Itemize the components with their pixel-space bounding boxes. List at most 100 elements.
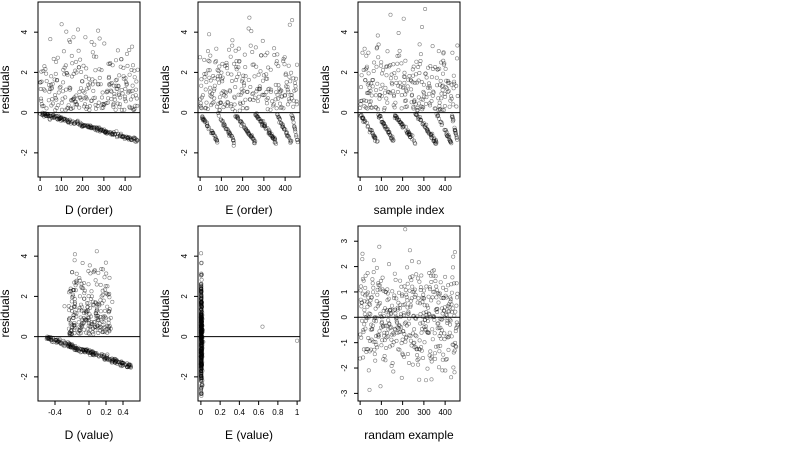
data-point [100, 90, 105, 95]
data-point [265, 107, 270, 112]
data-point [444, 356, 449, 361]
data-point [281, 106, 286, 111]
data-point [367, 81, 372, 86]
data-point [274, 61, 279, 66]
data-point [419, 330, 424, 335]
data-point [263, 53, 268, 58]
data-point [444, 287, 449, 292]
data-point [295, 137, 300, 142]
data-point [287, 135, 292, 140]
y-axis-title: residuals [158, 65, 172, 113]
data-point [55, 78, 60, 83]
data-point [207, 68, 212, 73]
data-point [289, 93, 294, 98]
data-point [415, 314, 420, 319]
y-tick-label: 0 [340, 110, 349, 115]
data-point [374, 342, 379, 347]
data-point [391, 94, 396, 99]
data-point [451, 254, 456, 259]
x-tick-label: 200 [76, 184, 90, 193]
x-tick-label: 300 [417, 408, 431, 417]
data-point [119, 88, 124, 93]
data-point [361, 98, 366, 103]
data-point [373, 306, 378, 311]
x-tick-label: 300 [257, 184, 271, 193]
data-point [93, 278, 98, 283]
data-point [216, 101, 221, 106]
data-point [44, 106, 49, 111]
y-tick-label: 1 [340, 289, 349, 294]
data-point [361, 355, 366, 360]
data-point [217, 95, 222, 100]
data-point [75, 121, 80, 126]
plot-frame [37, 225, 141, 402]
data-point [393, 75, 398, 80]
y-tick-label: 4 [180, 29, 189, 34]
data-point [86, 85, 91, 90]
data-point [56, 103, 61, 108]
data-point [373, 339, 378, 344]
data-point [224, 63, 229, 68]
data-point [41, 87, 46, 92]
data-point [84, 309, 89, 314]
y-tick-label: -2 [340, 149, 349, 157]
data-point [105, 89, 110, 94]
data-point [398, 302, 403, 307]
data-point [445, 90, 450, 95]
data-point [220, 79, 225, 84]
data-point [412, 80, 417, 85]
data-point [106, 317, 111, 322]
data-point [395, 305, 400, 310]
data-point [401, 313, 406, 318]
data-point [360, 251, 365, 256]
data-point [436, 49, 441, 54]
data-point [362, 46, 367, 51]
data-point [429, 354, 434, 359]
data-point [430, 295, 435, 300]
y-tick-label: 3 [340, 238, 349, 243]
data-point [208, 53, 213, 58]
data-point [133, 93, 138, 98]
data-point [433, 344, 438, 349]
data-point [60, 89, 65, 94]
data-point [227, 47, 232, 52]
data-point [391, 332, 396, 337]
data-point [406, 311, 411, 316]
data-point [80, 260, 85, 265]
data-point [387, 132, 392, 137]
data-point [395, 320, 400, 325]
y-axis-title: residuals [158, 289, 172, 337]
data-point [222, 123, 227, 128]
data-point [389, 303, 394, 308]
data-point [199, 284, 204, 289]
data-point [265, 76, 270, 81]
plot-frame [357, 1, 461, 178]
data-point [132, 75, 137, 80]
data-point [107, 309, 112, 314]
data-point [381, 314, 386, 319]
data-point [396, 300, 401, 305]
data-point [96, 82, 101, 87]
data-point [228, 54, 233, 59]
data-point [451, 350, 456, 355]
data-point [398, 278, 403, 283]
tick-layer: 0 0.2 0.4 0.6 0.8 1 -2 0 2 4 [180, 253, 300, 417]
data-point [387, 130, 392, 135]
data-point [372, 138, 377, 143]
data-point [377, 287, 382, 292]
data-point [436, 116, 441, 121]
data-point [82, 296, 87, 301]
data-point [76, 330, 81, 335]
data-point [420, 97, 425, 102]
data-point [241, 122, 246, 127]
data-point [435, 306, 440, 311]
data-point [289, 70, 294, 75]
data-point [120, 91, 125, 96]
data-point [119, 108, 124, 113]
data-point [292, 124, 297, 129]
data-point [199, 383, 204, 388]
data-point [287, 22, 292, 27]
data-point [386, 312, 391, 317]
data-point [54, 97, 59, 102]
data-point [404, 89, 409, 94]
